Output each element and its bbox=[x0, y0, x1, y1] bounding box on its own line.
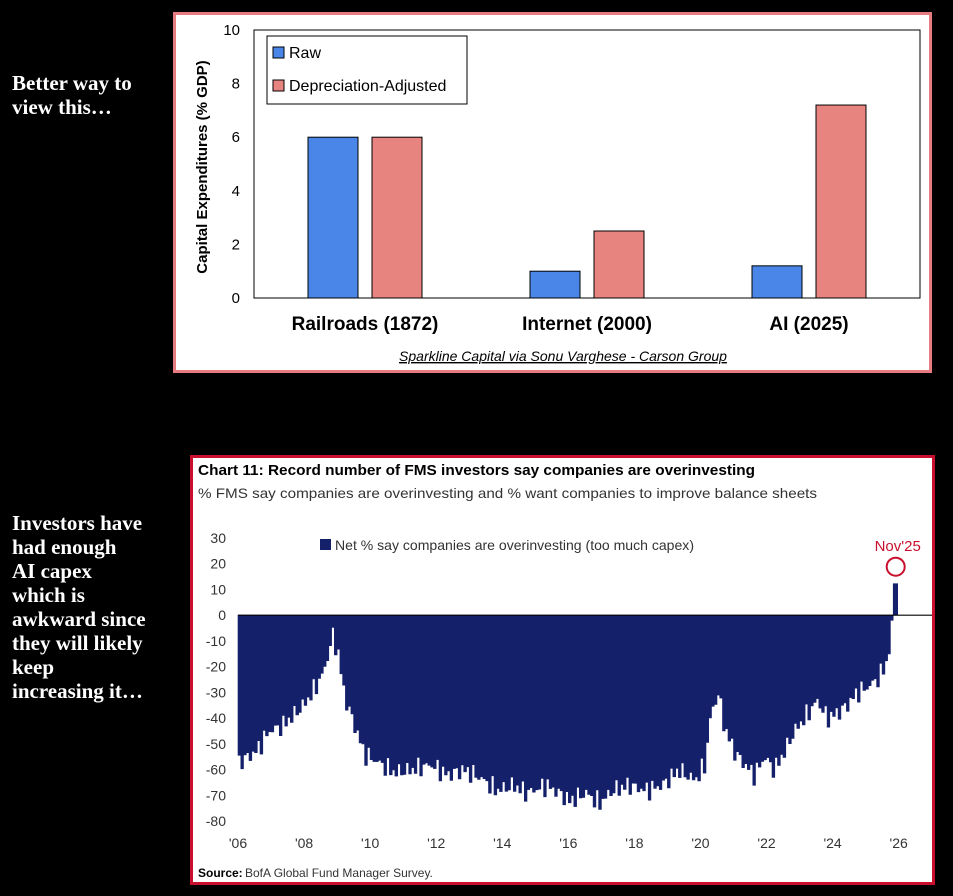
bar-adjusted bbox=[371, 136, 423, 299]
y-tick-label: 30 bbox=[210, 530, 226, 546]
y-tick-label: 0 bbox=[218, 607, 226, 623]
legend-label-adjusted: Depreciation-Adjusted bbox=[289, 78, 446, 95]
y-tick-label: -80 bbox=[206, 813, 226, 829]
chart-title: Chart 11: Record number of FMS investors… bbox=[198, 462, 755, 479]
legend-swatch-net bbox=[320, 539, 331, 550]
legend: Net % say companies are overinvesting (t… bbox=[320, 537, 694, 553]
capex-bar-chart: Capital Expenditures (% GDP) Raw Depreci… bbox=[194, 22, 921, 364]
y-tick-label: 10 bbox=[210, 581, 226, 597]
bar-raw bbox=[751, 265, 803, 299]
source-label: Source: bbox=[198, 866, 243, 880]
x-tick-label: '12 bbox=[427, 835, 445, 851]
bar-raw bbox=[307, 136, 359, 299]
x-tick-label: '06 bbox=[229, 835, 247, 851]
caption-top: Better way to view this… bbox=[12, 71, 132, 119]
annotation-nov25: Nov'25 bbox=[875, 538, 921, 555]
x-tick-label: Railroads (1872) bbox=[292, 314, 439, 335]
x-tick-label: '16 bbox=[559, 835, 577, 851]
x-tick-label: '08 bbox=[295, 835, 313, 851]
x-tick-label: Internet (2000) bbox=[522, 314, 652, 335]
x-tick-label: AI (2025) bbox=[769, 314, 848, 335]
y-tick-label: 8 bbox=[232, 76, 240, 93]
y-tick-label: 6 bbox=[232, 129, 240, 146]
fms-overinvesting-chart-panel: Chart 11: Record number of FMS investors… bbox=[190, 455, 935, 885]
legend-swatch-adjusted bbox=[272, 79, 285, 92]
y-tick-label: -10 bbox=[206, 633, 226, 649]
y-tick-label: -60 bbox=[206, 762, 226, 778]
legend: Raw Depreciation-Adjusted bbox=[266, 35, 468, 105]
capex-bar-chart-panel: Capital Expenditures (% GDP) Raw Depreci… bbox=[173, 12, 932, 373]
x-tick-label: '18 bbox=[625, 835, 643, 851]
y-tick-label: 10 bbox=[223, 22, 240, 39]
y-tick-label: -50 bbox=[206, 736, 226, 752]
y-tick-label: 2 bbox=[232, 236, 240, 253]
fms-area-chart: Chart 11: Record number of FMS investors… bbox=[198, 462, 932, 880]
x-tick-label: '24 bbox=[823, 835, 841, 851]
y-tick-label: 4 bbox=[232, 183, 240, 200]
plot-frame bbox=[253, 29, 921, 299]
x-tick-label: '20 bbox=[691, 835, 709, 851]
y-tick-label: -70 bbox=[206, 787, 226, 803]
x-tick-label: '10 bbox=[361, 835, 379, 851]
source-text: BofA Global Fund Manager Survey. bbox=[245, 866, 433, 880]
caption-bottom: Investors have had enough AI capex which… bbox=[12, 511, 146, 703]
y-tick-label: 20 bbox=[210, 556, 226, 572]
highlight-circle bbox=[885, 556, 906, 577]
x-tick-label: '26 bbox=[890, 835, 908, 851]
legend-label-net: Net % say companies are overinvesting (t… bbox=[335, 537, 694, 553]
y-tick-label: -40 bbox=[206, 710, 226, 726]
y-axis-label: Capital Expenditures (% GDP) bbox=[194, 60, 211, 273]
x-tick-label: '22 bbox=[757, 835, 775, 851]
chart-subtitle: % FMS say companies are overinvesting an… bbox=[198, 485, 817, 501]
net-overinvesting-series bbox=[237, 583, 898, 810]
bar-adjusted bbox=[815, 104, 867, 299]
x-tick-label: '14 bbox=[493, 835, 511, 851]
bar-raw bbox=[529, 270, 581, 299]
legend-swatch-raw bbox=[272, 46, 285, 59]
source-credit: Sparkline Capital via Sonu Varghese - Ca… bbox=[399, 348, 727, 364]
legend-label-raw: Raw bbox=[289, 45, 321, 62]
y-tick-label: 0 bbox=[232, 290, 240, 307]
y-tick-label: -20 bbox=[206, 659, 226, 675]
bar-adjusted bbox=[593, 230, 645, 299]
y-tick-label: -30 bbox=[206, 684, 226, 700]
